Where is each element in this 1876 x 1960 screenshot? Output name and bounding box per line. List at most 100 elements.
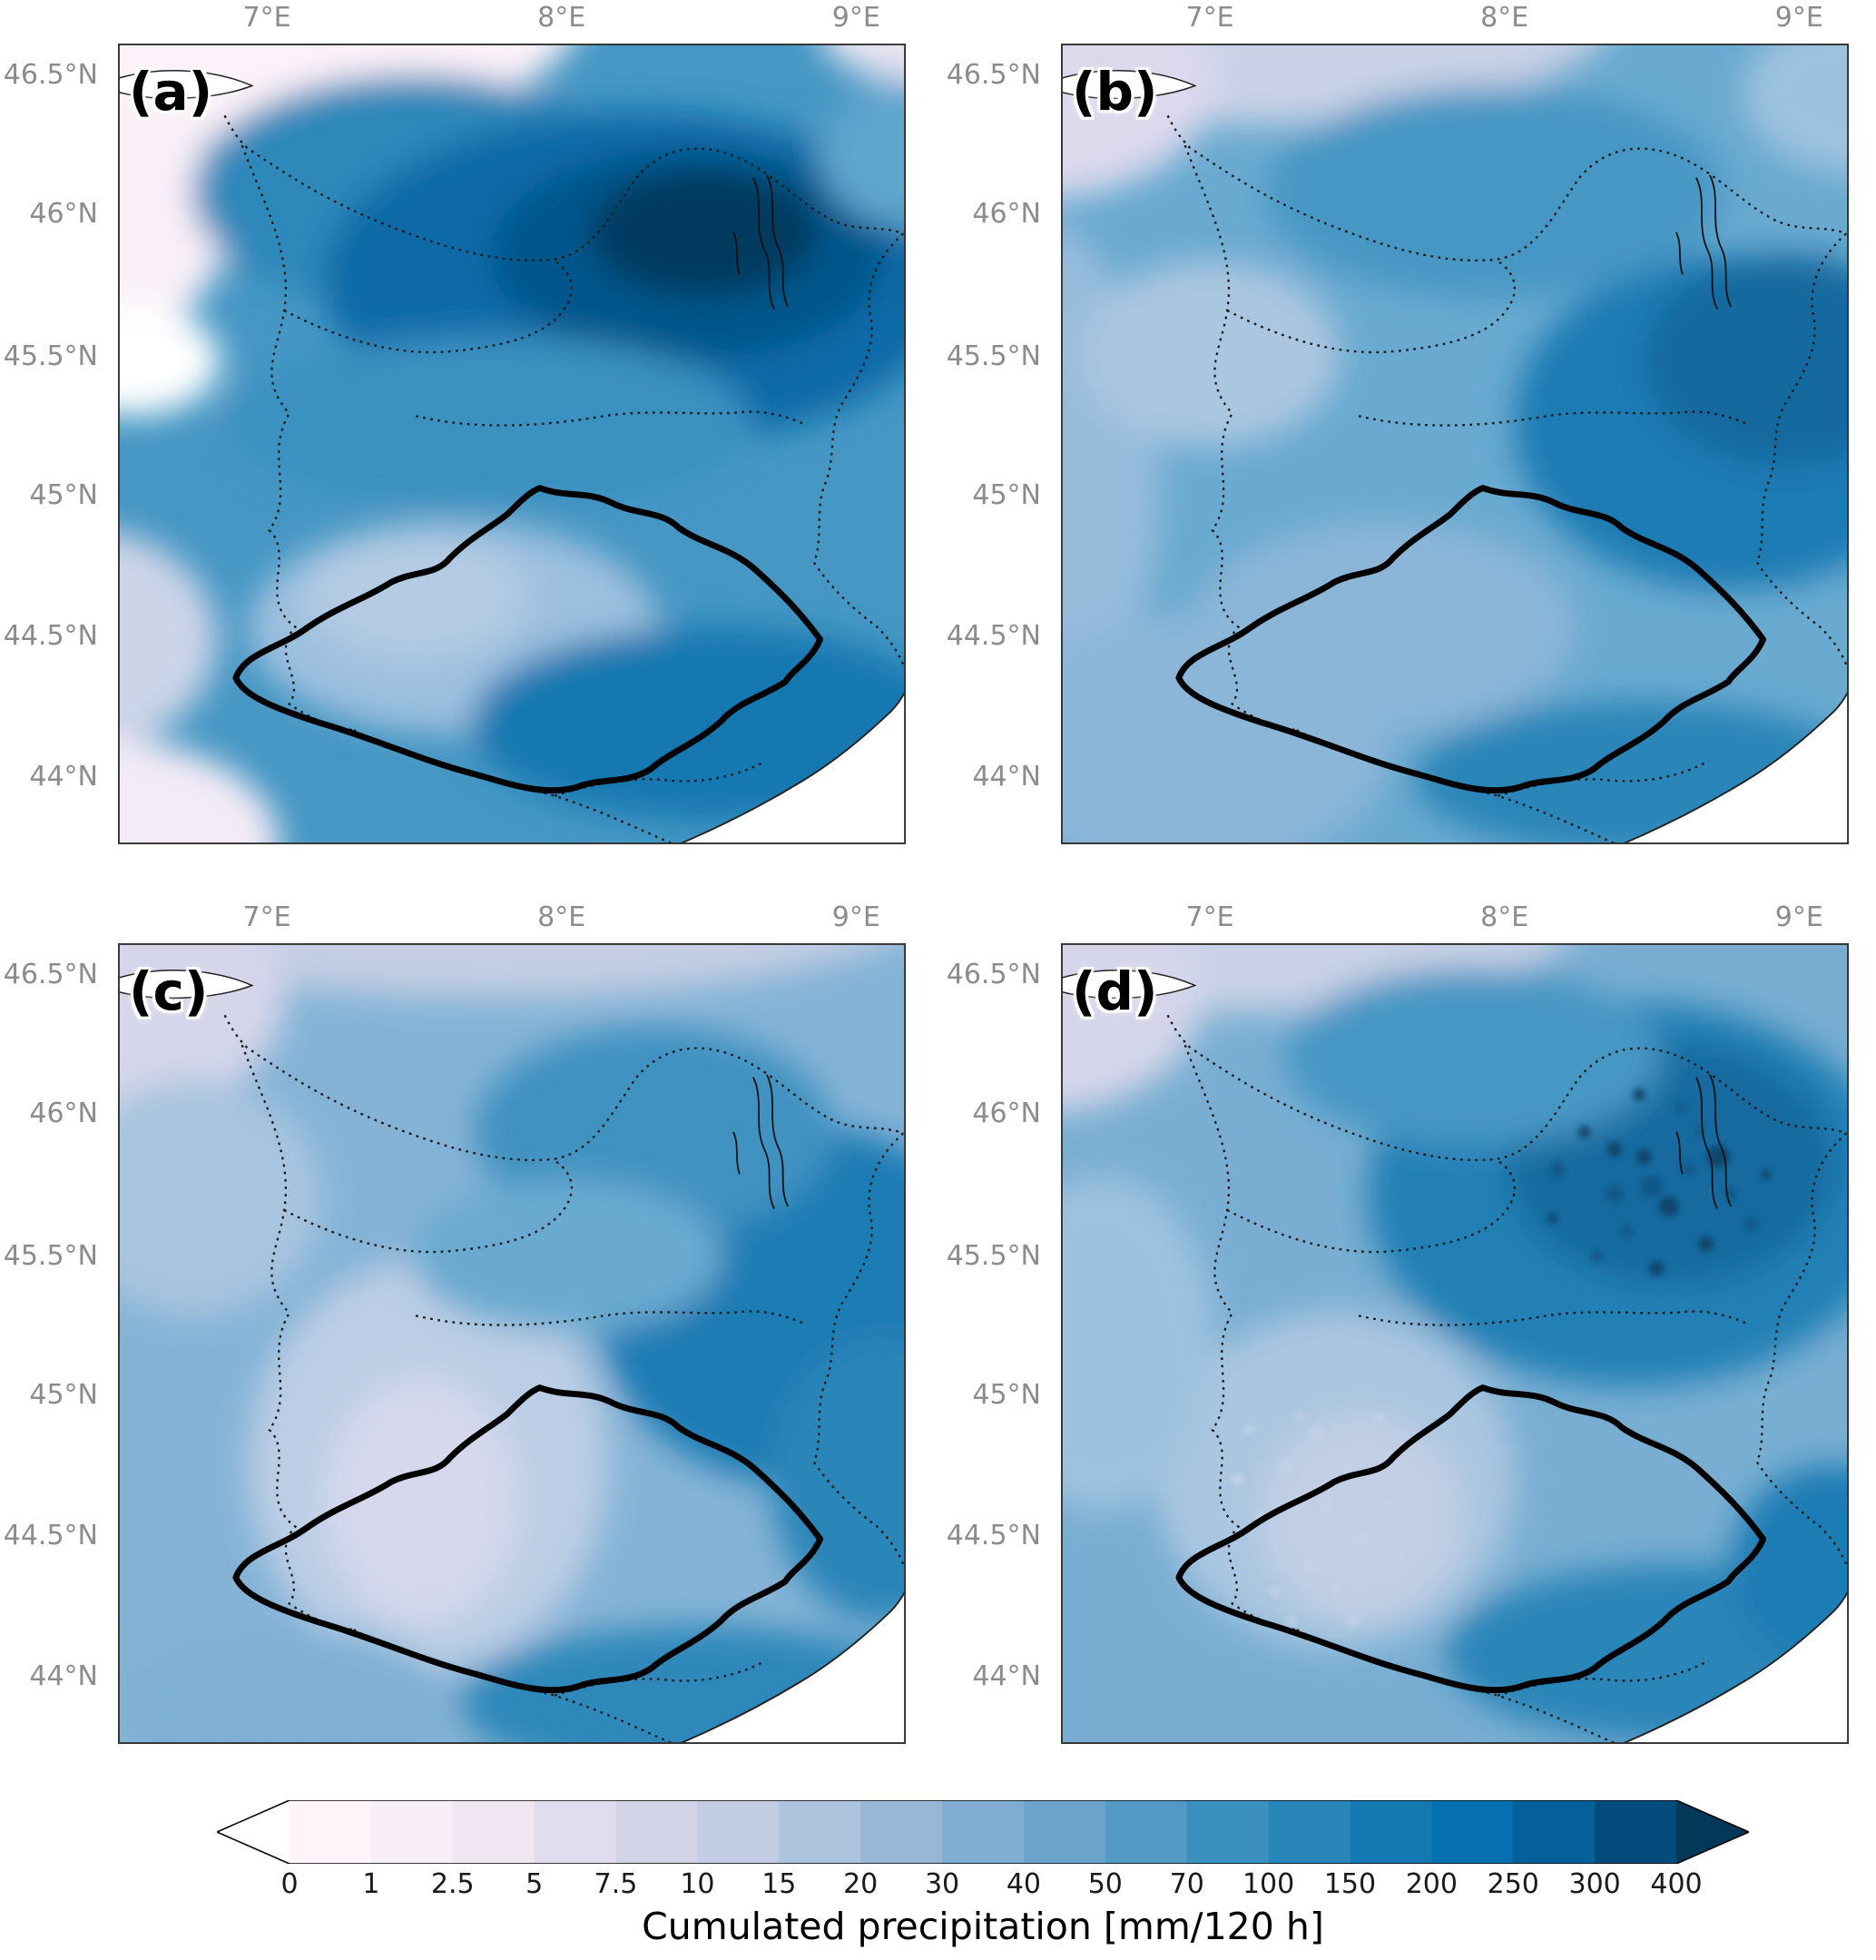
map-b xyxy=(1061,44,1849,844)
lake-outline xyxy=(752,177,775,310)
colorbar-tick-label: 0 xyxy=(280,1868,299,1900)
admin-border-dotted xyxy=(1166,1014,1847,1161)
admin-border-dotted xyxy=(1166,114,1847,261)
admin-border-dotted xyxy=(1184,1044,1297,1631)
colorbar-tick-label: 300 xyxy=(1568,1868,1621,1900)
lake-outline xyxy=(1709,1074,1732,1207)
lat-tick-label: 45°N xyxy=(972,1378,1041,1411)
admin-border-dotted xyxy=(223,1014,904,1161)
coastline xyxy=(1621,690,1849,844)
lake-outline xyxy=(766,1074,789,1207)
coastline xyxy=(1621,1590,1849,1744)
lon-tick-label: 9°E xyxy=(831,2,880,34)
lake-outline xyxy=(732,1131,741,1175)
lat-tick-label: 44°N xyxy=(29,761,98,793)
panel-label-d: (d) xyxy=(1072,960,1158,1022)
colorbar-segment xyxy=(615,1800,699,1864)
colorbar-segment xyxy=(290,1800,372,1864)
sea-area xyxy=(678,690,906,844)
panel-label-a: (a) xyxy=(129,61,213,123)
colorbar-segment xyxy=(1513,1800,1596,1864)
admin-border-dotted xyxy=(241,1044,354,1631)
admin-border-dotted xyxy=(283,1157,574,1254)
lat-tick-label: 45°N xyxy=(29,478,98,511)
basin-outline xyxy=(1175,485,1767,794)
lat-tick-label: 45.5°N xyxy=(946,1239,1041,1272)
lon-tick-label: 7°E xyxy=(242,901,291,933)
lake-outline xyxy=(1709,174,1732,308)
colorbar-segment xyxy=(1595,1800,1677,1864)
map-frame xyxy=(118,44,906,844)
admin-border-dotted xyxy=(283,258,574,354)
map-panel-b: 7°E 8°E 9°E 46.5°N 46°N 45.5°N 45°N 44.5°N 44°N… xyxy=(947,2,1849,844)
lat-tick-label: 45.5°N xyxy=(946,340,1041,372)
lon-tick-label: 7°E xyxy=(1185,2,1234,34)
colorbar-segment xyxy=(860,1800,943,1864)
lat-tick-label: 46°N xyxy=(972,1097,1041,1129)
lake-geneva-outline xyxy=(118,970,254,1000)
colorbar-tick-label: 10 xyxy=(680,1868,715,1900)
map-svg-d xyxy=(1061,943,1849,1744)
lake-outline xyxy=(1675,231,1684,275)
lon-tick-label: 9°E xyxy=(1774,901,1823,933)
colorbar-segment xyxy=(1268,1800,1351,1864)
coastline xyxy=(678,1590,906,1744)
lake-geneva-outline xyxy=(1061,70,1197,100)
lat-tick-label: 46°N xyxy=(29,1097,98,1129)
lake-geneva-outline xyxy=(118,70,254,100)
lat-axis: 46.5°N 46°N 45.5°N 45°N 44.5°N 44°N xyxy=(0,943,107,1744)
colorbar-segment xyxy=(1023,1800,1106,1864)
lake-geneva-outline xyxy=(1061,970,1197,1000)
lat-axis: 46.5°N 46°N 45.5°N 45°N 44.5°N 44°N xyxy=(934,44,1050,844)
colorbar-tick-label: 70 xyxy=(1169,1868,1204,1900)
colorbar-segment xyxy=(1105,1800,1188,1864)
colorbar-segment xyxy=(942,1800,1025,1864)
lon-tick-label: 7°E xyxy=(242,2,291,34)
admin-border-dotted xyxy=(241,144,354,732)
map-svg-c xyxy=(118,943,906,1744)
basin-outline xyxy=(1175,1384,1767,1694)
admin-border-dotted xyxy=(1184,144,1297,732)
admin-border-dotted xyxy=(1226,258,1517,354)
lat-tick-label: 44.5°N xyxy=(946,1519,1041,1551)
colorbar-segment xyxy=(1431,1800,1514,1864)
lon-tick-label: 8°E xyxy=(537,2,586,34)
colorbar-under-arrow xyxy=(217,1800,290,1864)
lat-tick-label: 45°N xyxy=(29,1378,98,1411)
colorbar-tick-label: 5 xyxy=(525,1868,544,1900)
map-c xyxy=(118,943,906,1744)
colorbar-tick-label: 7.5 xyxy=(594,1868,638,1900)
map-a xyxy=(118,44,906,844)
colorbar-label: Cumulated precipitation [mm/120 h] xyxy=(642,1905,1324,1948)
admin-border-dotted xyxy=(1497,1660,1710,1697)
lon-tick-label: 9°E xyxy=(1774,2,1823,34)
lat-tick-label: 46.5°N xyxy=(3,59,98,92)
lake-outline xyxy=(732,231,741,275)
sea-area xyxy=(678,1590,906,1744)
admin-border-dotted xyxy=(1226,1157,1517,1254)
lat-tick-label: 46°N xyxy=(972,197,1041,230)
map-d xyxy=(1061,943,1849,1744)
lon-tick-label: 9°E xyxy=(831,901,880,933)
lake-outline xyxy=(766,174,789,308)
colorbar-segment xyxy=(370,1800,454,1864)
colorbar-tick-label: 250 xyxy=(1487,1868,1539,1900)
lat-tick-label: 44.5°N xyxy=(3,1519,98,1551)
map-frame xyxy=(1061,943,1849,1744)
lon-tick-label: 7°E xyxy=(1185,901,1234,933)
lon-tick-label: 8°E xyxy=(1480,2,1529,34)
sea-area xyxy=(1621,690,1849,844)
panel-label-c: (c) xyxy=(129,960,209,1022)
basin-outline xyxy=(232,1384,824,1694)
lake-outline xyxy=(1675,1131,1684,1175)
colorbar-tick-label: 50 xyxy=(1087,1868,1123,1900)
map-svg-b xyxy=(1061,44,1849,844)
lat-tick-label: 46.5°N xyxy=(946,959,1041,991)
lat-axis: 46.5°N 46°N 45.5°N 45°N 44.5°N 44°N xyxy=(934,943,1050,1744)
colorbar-tick-label: 100 xyxy=(1242,1868,1295,1900)
lat-tick-label: 45.5°N xyxy=(3,1239,98,1272)
colorbar-tick-label: 400 xyxy=(1650,1868,1703,1900)
lat-tick-label: 44.5°N xyxy=(3,619,98,652)
lat-tick-label: 46°N xyxy=(29,197,98,230)
colorbar-segment xyxy=(779,1800,861,1864)
